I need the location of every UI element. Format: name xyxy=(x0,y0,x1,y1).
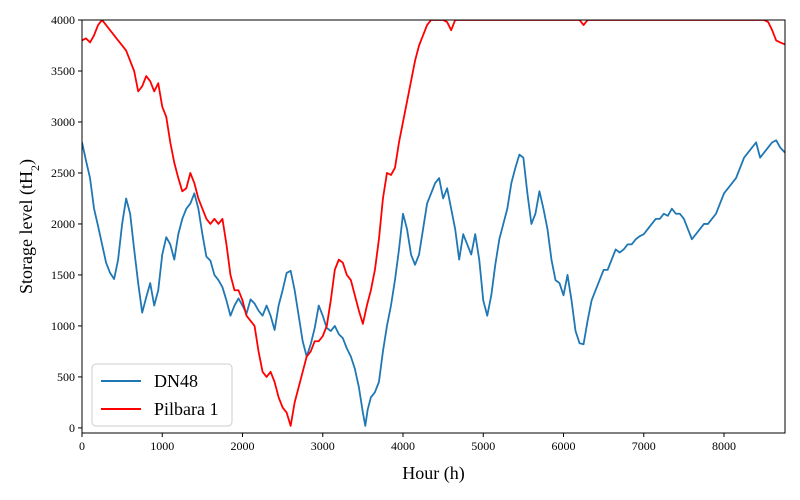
plot-frame xyxy=(81,19,786,434)
y-tick-label: 1000 xyxy=(51,319,75,333)
y-tick-label: 500 xyxy=(57,370,75,384)
y-axis-label-close: ) xyxy=(16,159,37,165)
x-tick-label: 3000 xyxy=(311,439,335,453)
y-tick-label: 1500 xyxy=(51,268,75,282)
x-tick-label: 0 xyxy=(79,439,85,453)
x-axis-ticks: 0 1000 2000 3000 4000 5000 6000 7000 8000 xyxy=(79,433,736,453)
legend-label-pilbara-1: Pilbara 1 xyxy=(154,399,219,419)
y-tick-label: 4000 xyxy=(51,13,75,27)
x-tick-label: 1000 xyxy=(150,439,174,453)
x-tick-label: 8000 xyxy=(712,439,736,453)
x-tick-label: 7000 xyxy=(632,439,656,453)
series-line-pilbara-1 xyxy=(82,20,785,427)
x-tick-label: 4000 xyxy=(391,439,415,453)
y-tick-label: 2500 xyxy=(51,166,75,180)
x-tick-label: 2000 xyxy=(231,439,255,453)
y-tick-label: 0 xyxy=(69,421,75,435)
x-tick-label: 6000 xyxy=(552,439,576,453)
x-axis-label: Hour (h) xyxy=(402,463,464,484)
y-axis-label-subscript: 2 xyxy=(28,165,42,171)
y-tick-label: 3000 xyxy=(51,115,75,129)
legend-box xyxy=(91,363,233,427)
y-tick-label: 3500 xyxy=(51,64,75,78)
y-tick-label: 2000 xyxy=(51,217,75,231)
series-layer xyxy=(82,20,785,427)
y-axis-ticks: 0 500 1000 1500 2000 2500 3000 3500 4000 xyxy=(51,13,82,435)
x-tick-label: 5000 xyxy=(471,439,495,453)
legend-label-dn48: DN48 xyxy=(154,371,198,391)
legend: DN48 Pilbara 1 xyxy=(91,363,233,427)
y-axis-label-main: Storage level (tH xyxy=(16,171,37,294)
y-axis-label: Storage level (tH2) xyxy=(16,159,42,294)
series-line-dn48 xyxy=(82,139,785,427)
